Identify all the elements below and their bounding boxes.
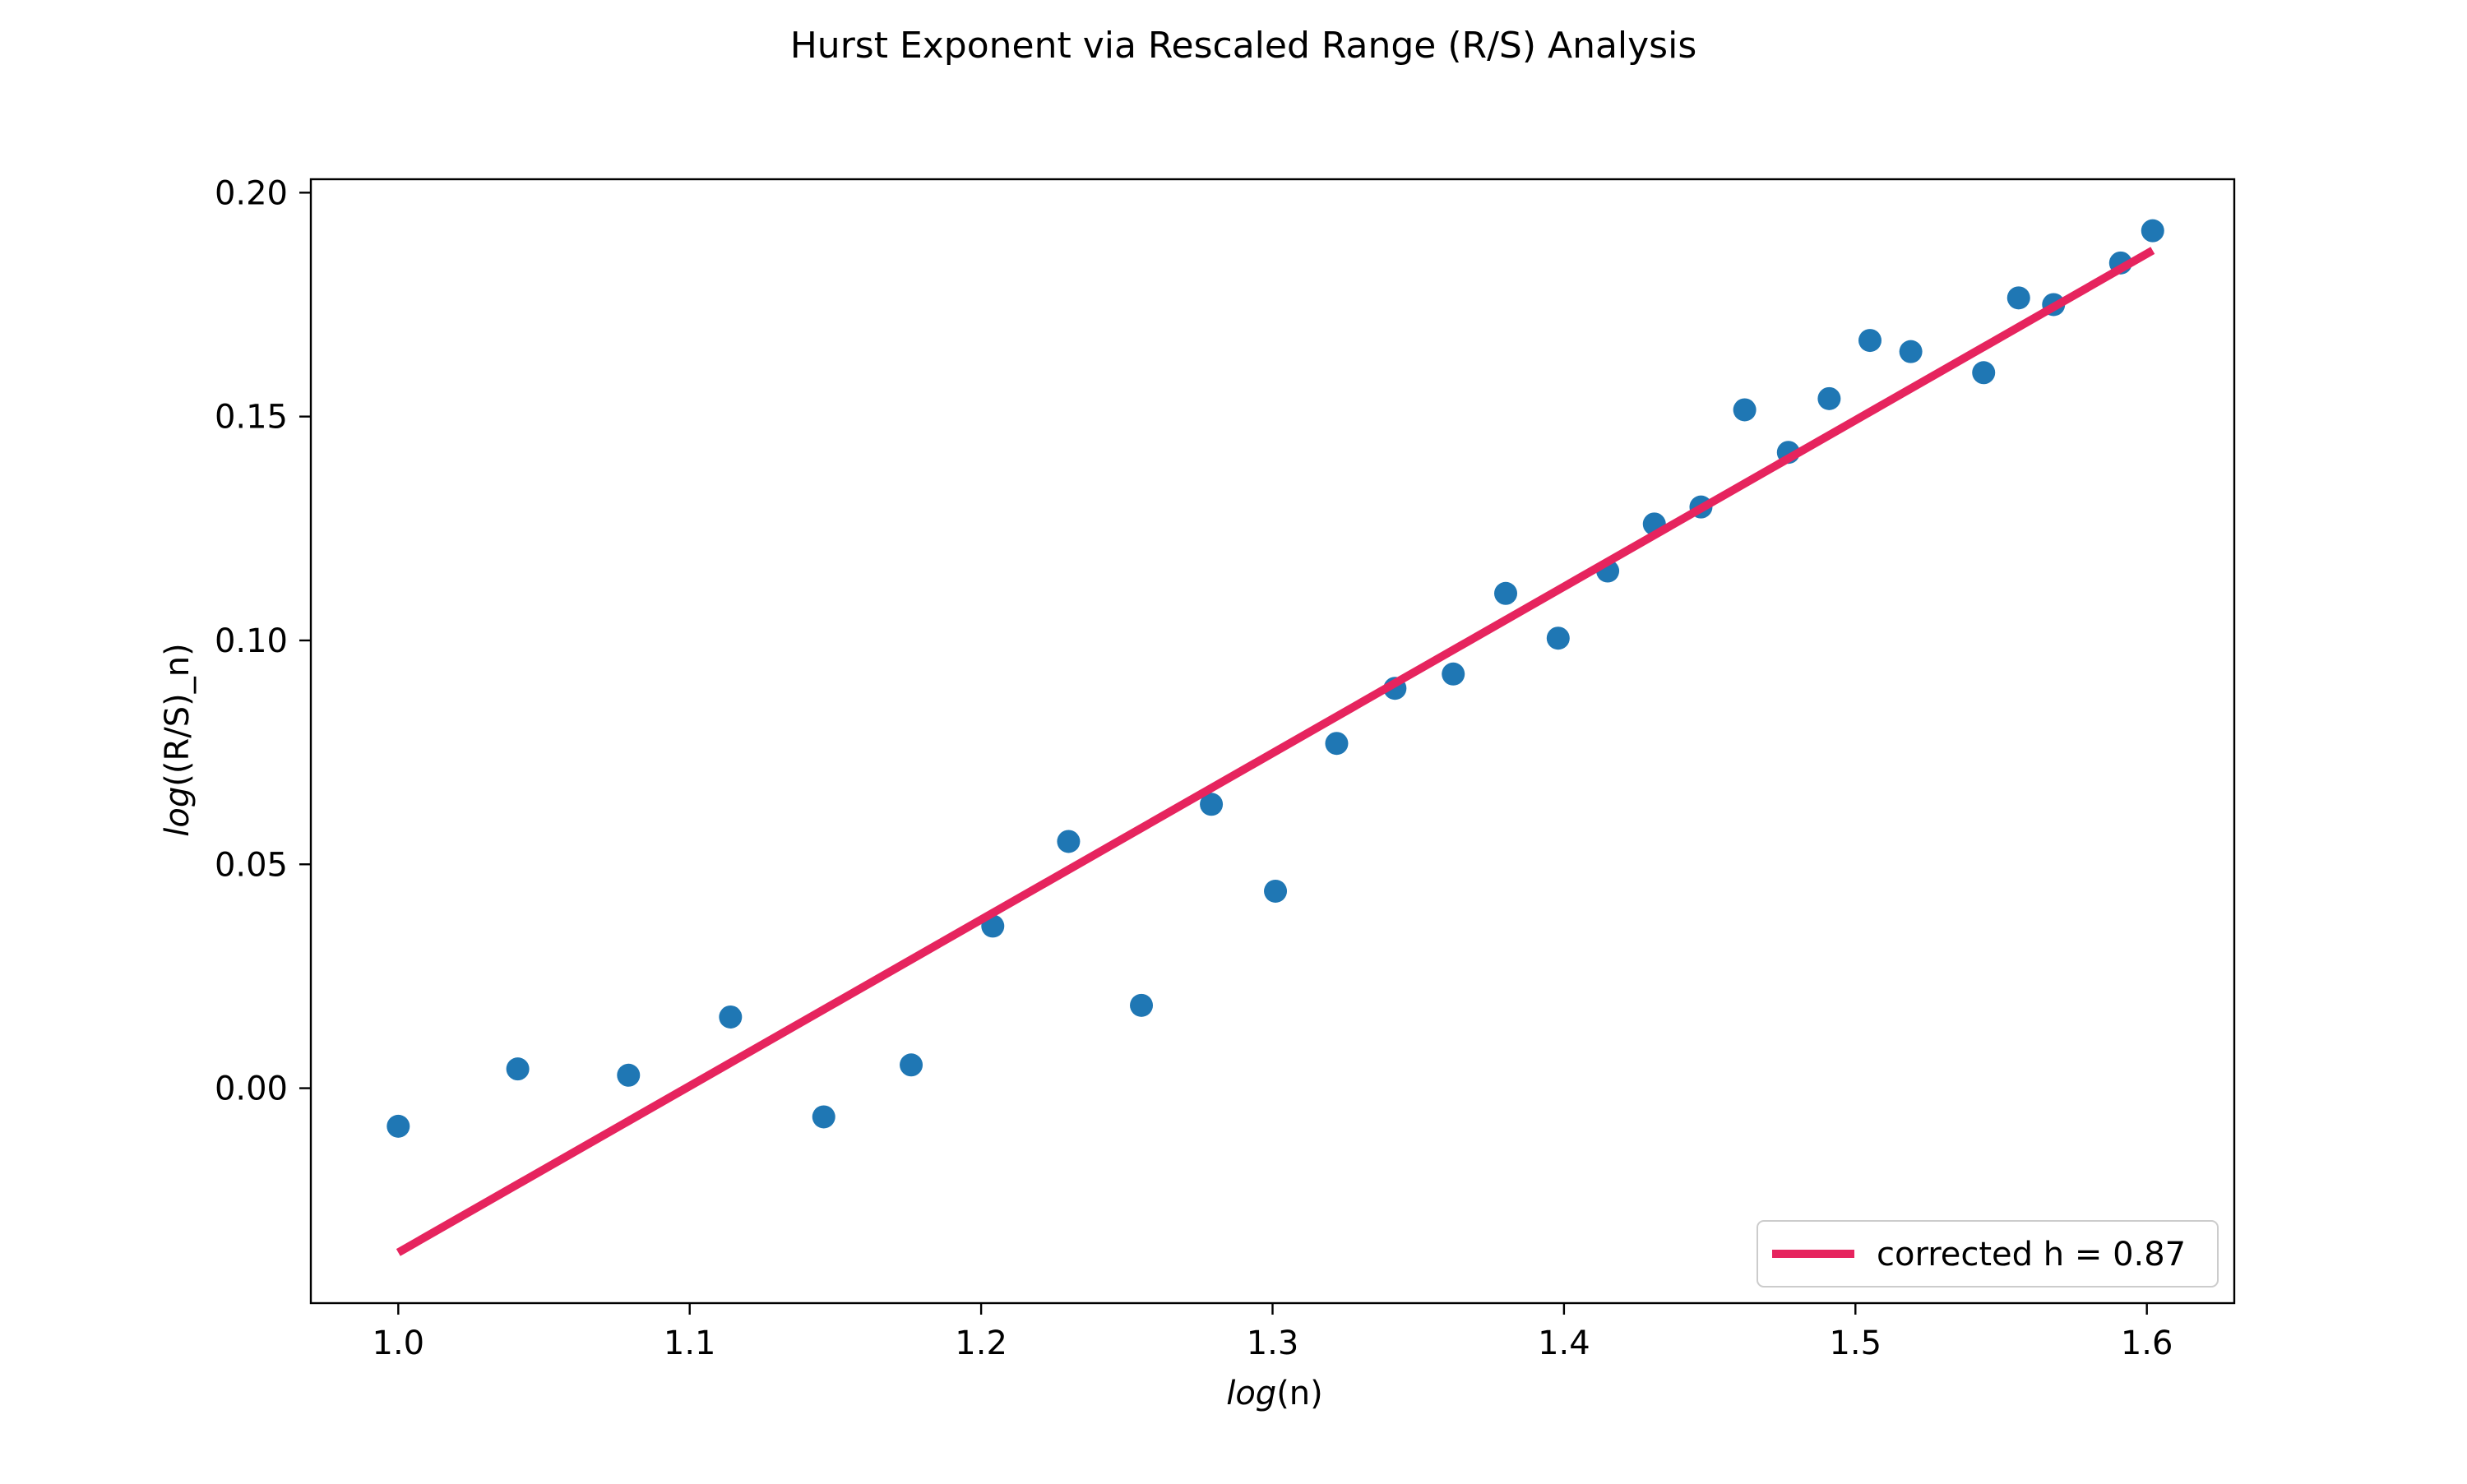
svg-text:log(n): log(n) (1226, 1375, 1323, 1412)
scatter-point (900, 1053, 923, 1077)
chart-title: Hurst Exponent via Rescaled Range (R/S) … (790, 25, 1697, 67)
scatter-point (1494, 581, 1518, 605)
legend-label: corrected h = 0.87 (1877, 1236, 2186, 1274)
scatter-point (2006, 286, 2030, 310)
scatter-point (506, 1057, 530, 1081)
y-tick-label: 0.00 (215, 1070, 288, 1108)
x-axis-label: log(n) (1226, 1375, 1323, 1412)
scatter-point (1858, 329, 1882, 353)
x-tick-label: 1.4 (1538, 1325, 1590, 1362)
scatter-point (1972, 361, 1996, 385)
svg-text:log((R/S)_n): log((R/S)_n) (159, 643, 197, 836)
x-tick-label: 1.2 (955, 1325, 1007, 1362)
x-tick-label: 1.5 (1829, 1325, 1881, 1362)
y-tick-label: 0.20 (215, 174, 288, 212)
scatter-point (1546, 626, 1570, 650)
scatter-point (1264, 879, 1288, 903)
axes: 1.0 1.1 1.2 1.3 1.4 1.5 1.6 0.00 0.05 0.10 0.15 0.2… (215, 174, 2236, 1362)
y-axis-label: log((R/S)_n) (159, 643, 197, 836)
scatter-point (812, 1105, 835, 1129)
scatter-point (617, 1063, 641, 1087)
scatter-point (1733, 398, 1757, 422)
x-tick-label: 1.6 (2121, 1325, 2173, 1362)
y-axis-label-italic: log (159, 787, 197, 837)
scatter-point (1200, 793, 1224, 816)
scatter-point (1817, 386, 1841, 410)
y-axis-label-rest: ((R/S)_n) (159, 643, 197, 786)
scatter-point (1899, 340, 1923, 363)
y-tick-label: 0.15 (215, 399, 288, 437)
x-axis-label-italic: log (1226, 1375, 1276, 1412)
plot-area (386, 219, 2164, 1256)
x-tick-label: 1.0 (373, 1325, 425, 1362)
scatter-point (386, 1114, 410, 1138)
y-tick-label: 0.10 (215, 622, 288, 660)
scatter-point (1130, 993, 1154, 1017)
x-axis-label-rest: (n) (1276, 1375, 1323, 1412)
scatter-point (719, 1005, 743, 1029)
fit-line (396, 247, 2155, 1256)
x-tick-label: 1.3 (1247, 1325, 1299, 1362)
scatter-point (2141, 219, 2164, 243)
y-tick-label: 0.05 (215, 846, 288, 884)
legend-box (1757, 1220, 2219, 1288)
scatter-point (1057, 830, 1081, 853)
legend: corrected h = 0.87 (1757, 1220, 2219, 1288)
scatter-point (1325, 732, 1349, 756)
scatter-point (1442, 662, 1465, 686)
x-tick-label: 1.1 (664, 1325, 716, 1362)
